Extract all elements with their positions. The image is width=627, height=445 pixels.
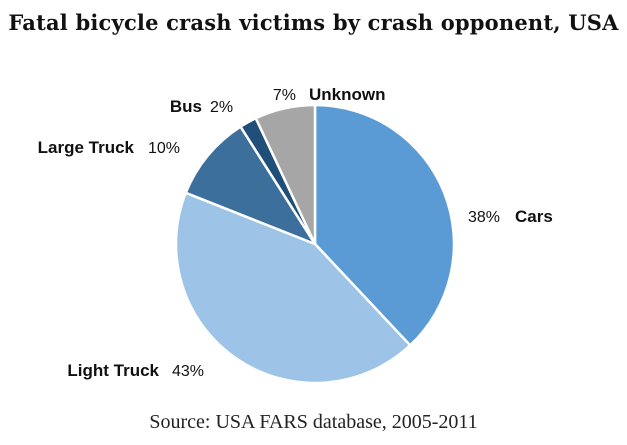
slice-percent-bus: 2% bbox=[210, 99, 233, 116]
slice-label-light-truck: Light Truck bbox=[67, 361, 159, 380]
pie-slice-cars bbox=[313, 103, 456, 348]
slice-label-bus: Bus bbox=[170, 97, 202, 116]
slice-label-unknown: Unknown bbox=[309, 85, 386, 104]
pie-slice-large-truck bbox=[184, 124, 319, 247]
pie-slice-unknown bbox=[254, 103, 317, 245]
slice-percent-light-truck: 43% bbox=[172, 363, 204, 380]
pie-slices bbox=[174, 103, 456, 385]
slice-label-large-truck: Large Truck bbox=[38, 138, 135, 157]
chart-title: Fatal bicycle crash victims by crash opp… bbox=[8, 10, 619, 35]
slice-percent-large-truck: 10% bbox=[148, 140, 180, 157]
pie-labels: Cars 38% Light Truck 43% Large Truck 10% Bus 2%… bbox=[38, 85, 553, 380]
chart-source: Source: USA FARS database, 2005-2011 bbox=[149, 411, 478, 433]
slice-percent-unknown: 7% bbox=[273, 87, 296, 104]
slice-label-cars: Cars bbox=[515, 207, 553, 226]
pie-slice-light-truck bbox=[174, 191, 412, 385]
slice-percent-cars: 38% bbox=[468, 209, 500, 226]
